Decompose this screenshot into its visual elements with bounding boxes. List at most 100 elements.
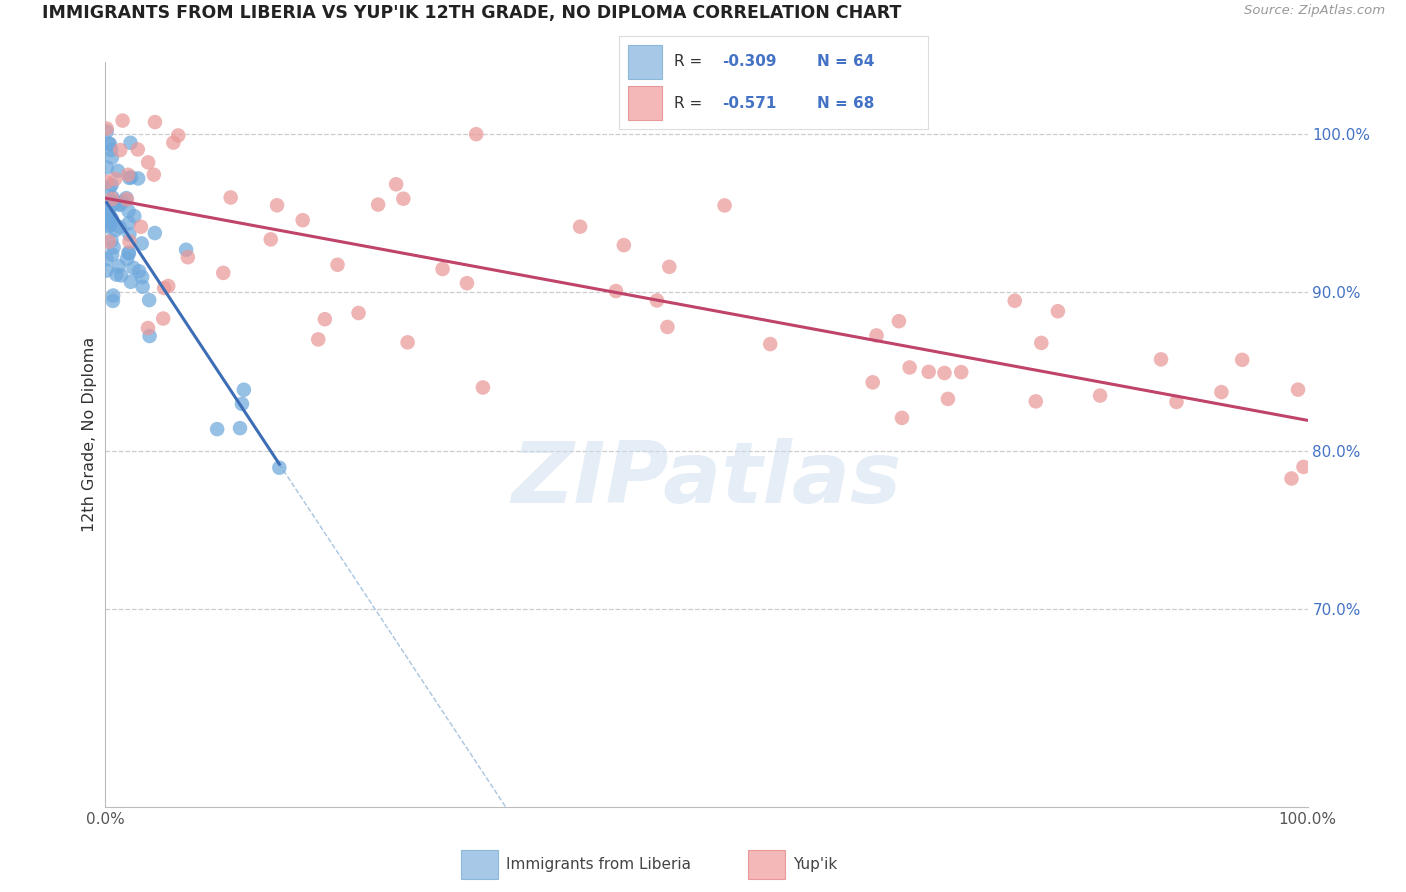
Point: [232, 383, 254, 397]
Point: [396, 335, 419, 350]
Text: -0.309: -0.309: [723, 54, 776, 70]
Point: [97, 235, 120, 249]
Point: [465, 127, 488, 141]
Point: [269, 460, 291, 475]
Point: [101, 247, 124, 261]
Point: [138, 293, 160, 307]
Point: [1286, 383, 1309, 397]
Point: [107, 164, 129, 178]
Point: [105, 223, 128, 237]
Point: [96, 210, 118, 224]
Point: [136, 321, 159, 335]
Point: [887, 314, 910, 328]
Point: [212, 266, 235, 280]
Point: [97, 211, 120, 225]
Point: [127, 143, 149, 157]
Point: [142, 168, 165, 182]
Point: [143, 115, 166, 129]
Point: [219, 190, 242, 204]
Point: [950, 365, 973, 379]
Point: [260, 232, 283, 246]
Point: [432, 262, 454, 277]
Text: R =: R =: [675, 54, 703, 70]
Point: [157, 279, 180, 293]
Point: [936, 392, 959, 406]
Point: [862, 376, 884, 390]
Point: [103, 196, 125, 211]
Point: [97, 219, 120, 234]
Point: [100, 211, 122, 225]
Text: Immigrants from Liberia: Immigrants from Liberia: [506, 857, 692, 871]
Point: [205, 422, 228, 436]
Y-axis label: 12th Grade, No Diploma: 12th Grade, No Diploma: [82, 337, 97, 533]
Point: [98, 180, 121, 194]
Point: [97, 205, 120, 219]
Point: [143, 226, 166, 240]
Point: [117, 204, 139, 219]
Point: [118, 216, 141, 230]
Point: [898, 360, 921, 375]
Point: [231, 397, 253, 411]
Point: [1232, 352, 1254, 367]
Point: [129, 219, 152, 234]
Point: [98, 219, 121, 233]
Point: [101, 288, 124, 302]
Point: [131, 279, 153, 293]
Point: [266, 198, 288, 212]
Point: [108, 197, 131, 211]
Point: [1281, 471, 1303, 485]
Point: [98, 136, 121, 151]
Point: [657, 320, 679, 334]
Point: [307, 332, 329, 346]
Point: [291, 213, 314, 227]
Point: [100, 143, 122, 157]
Point: [456, 276, 478, 290]
Point: [110, 268, 132, 283]
Point: [103, 240, 125, 254]
Point: [152, 311, 174, 326]
Point: [128, 264, 150, 278]
Point: [131, 236, 153, 251]
Point: [759, 337, 782, 351]
Point: [229, 421, 252, 435]
Point: [127, 171, 149, 186]
Point: [96, 252, 118, 267]
Point: [96, 161, 118, 175]
Point: [174, 243, 197, 257]
Point: [605, 284, 627, 298]
Point: [122, 260, 145, 275]
Point: [569, 219, 592, 234]
Point: [713, 198, 735, 212]
Text: R =: R =: [675, 95, 703, 111]
Point: [117, 168, 139, 182]
Point: [1031, 335, 1053, 350]
Text: N = 68: N = 68: [817, 95, 875, 111]
Point: [115, 191, 138, 205]
Bar: [748, 849, 785, 880]
Point: [101, 150, 124, 164]
Point: [1292, 459, 1315, 474]
Point: [108, 219, 131, 234]
Point: [326, 258, 349, 272]
Point: [97, 215, 120, 229]
Text: IMMIGRANTS FROM LIBERIA VS YUP'IK 12TH GRADE, NO DIPLOMA CORRELATION CHART: IMMIGRANTS FROM LIBERIA VS YUP'IK 12TH G…: [42, 4, 901, 22]
Point: [101, 190, 124, 204]
Bar: [628, 87, 662, 120]
Point: [96, 124, 118, 138]
Point: [124, 209, 146, 223]
Point: [101, 293, 124, 308]
Point: [118, 170, 141, 185]
Point: [96, 263, 118, 277]
Point: [1088, 388, 1111, 402]
Point: [865, 328, 887, 343]
Point: [658, 260, 681, 274]
Point: [120, 136, 142, 150]
Point: [1046, 304, 1069, 318]
Point: [138, 329, 160, 343]
Bar: [461, 849, 498, 880]
Point: [177, 250, 200, 264]
Point: [101, 212, 124, 227]
Point: [120, 275, 142, 289]
Point: [314, 312, 336, 326]
Point: [100, 178, 122, 192]
